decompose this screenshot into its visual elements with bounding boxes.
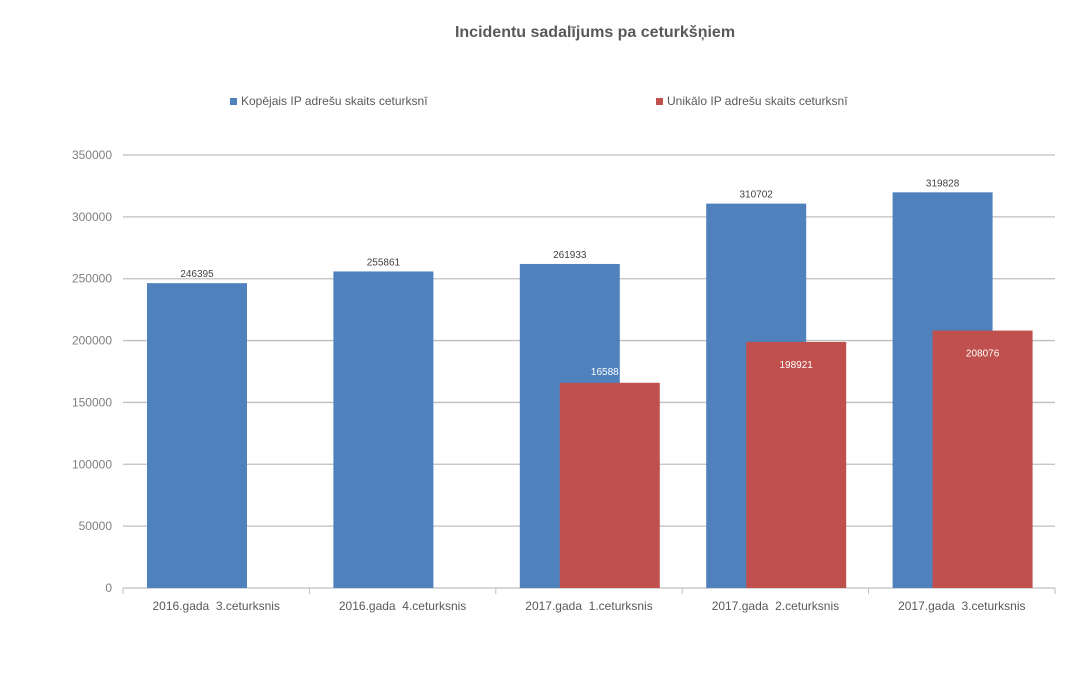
y-tick-label: 50000: [79, 519, 113, 533]
bar-unique: [746, 341, 847, 588]
legend-swatch-unique: [656, 97, 663, 105]
legend-label-total: Kopējais IP adrešu skaits ceturksnī: [241, 94, 428, 108]
y-tick-label: 0: [105, 581, 112, 595]
data-label: 255861: [367, 257, 401, 268]
data-label: 16588: [591, 367, 619, 378]
y-tick-label: 100000: [72, 457, 112, 471]
bar-total: [333, 271, 434, 588]
y-tick-label: 350000: [72, 148, 112, 162]
y-tick-label: 150000: [72, 395, 112, 409]
x-tick-label: 2017.gada 3.ceturksnis: [898, 599, 1025, 613]
legend-swatch-total: [230, 97, 237, 105]
data-label: 310702: [740, 190, 774, 201]
y-tick-label: 200000: [72, 334, 112, 348]
x-tick-label: 2017.gada 2.ceturksnis: [712, 599, 839, 613]
data-label: 261933: [553, 250, 587, 261]
y-tick-label: 250000: [72, 272, 112, 286]
x-tick-label: 2016.gada 4.ceturksnis: [339, 599, 466, 613]
bar-unique: [559, 382, 660, 588]
bar-total: [147, 283, 247, 588]
data-label: 198921: [780, 360, 814, 371]
data-label: 246395: [180, 269, 214, 280]
legend-item-unique: Unikālo IP adrešu skaits ceturksnī: [656, 94, 848, 108]
legend-item-total: Kopējais IP adrešu skaits ceturksnī: [230, 94, 428, 108]
y-tick-label: 300000: [72, 210, 112, 224]
data-label: 208076: [966, 349, 1000, 360]
data-label: 319828: [926, 178, 960, 189]
legend-label-unique: Unikālo IP adrešu skaits ceturksnī: [667, 94, 848, 108]
x-tick-label: 2016.gada 3.ceturksnis: [152, 599, 279, 613]
chart-title: Incidentu sadalījums pa ceturkšņiem: [454, 24, 736, 41]
x-tick-label: 2017.gada 1.ceturksnis: [525, 599, 652, 613]
bar-unique: [932, 330, 1033, 588]
